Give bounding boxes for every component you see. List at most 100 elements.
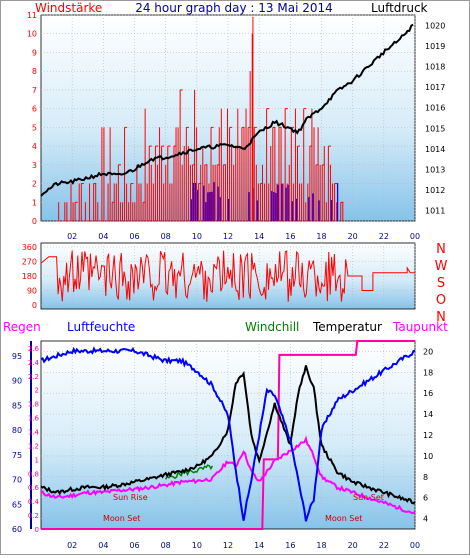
temperature-tick-label: 16: [423, 389, 433, 398]
x-tick-label: 18: [316, 232, 326, 241]
pressure-tick-label: 1017: [425, 83, 445, 92]
pressure-tick-label: 1019: [425, 42, 445, 51]
wind-tick-label: 3: [32, 161, 37, 170]
direction-tick-label: 180: [22, 272, 37, 281]
x-tick-label: 22: [379, 541, 389, 550]
windchill-label: Windchill: [245, 320, 299, 334]
astronomy-annotations: Sun Rise Sun Set Moon Set Moon Set: [103, 493, 384, 523]
x-tick-label: 00: [410, 541, 420, 550]
x-axis-ticks-bottom: 02 04 06 08 10 12 14 16 18 20 22 00: [67, 541, 420, 550]
x-tick-label: 10: [192, 541, 202, 550]
humidity-tick-label: 60: [12, 525, 22, 534]
wind-tick-label: 10: [27, 30, 37, 39]
direction-tick-label: 0: [32, 301, 37, 310]
temperature-tick-label: 14: [423, 410, 433, 419]
rain-tick-label: 0.2: [28, 512, 39, 520]
wind-tick-label: 0: [32, 217, 37, 226]
wind-tick-label: 1: [32, 198, 37, 207]
sun-rise-left: Sun Rise: [113, 493, 148, 502]
pressure-tick-label: 1012: [425, 186, 445, 195]
pressure-line: [40, 23, 414, 197]
x-tick-label: 16: [285, 541, 295, 550]
wind-tick-label: 5: [32, 123, 37, 132]
rain-tick-label: 1.6: [28, 415, 40, 423]
x-tick-label: 20: [348, 541, 358, 550]
wind-tick-label: 8: [32, 67, 37, 76]
x-tick-label: 08: [161, 232, 171, 241]
direction-tick-label: 270: [22, 258, 37, 267]
humidity-axis-ticks: 95 90 85 80 75 70 65 60: [12, 352, 22, 534]
x-tick-label: 12: [223, 541, 233, 550]
rain-tick-label: 2.2: [28, 373, 39, 381]
compass-letter: N: [436, 242, 446, 257]
compass-letter: O: [436, 293, 446, 308]
wind-tick-label: 11: [27, 11, 37, 20]
humidity-tick-label: 70: [12, 476, 22, 485]
rain-tick-label: 1.2: [28, 442, 39, 450]
pressure-tick-label: 1011: [425, 207, 445, 216]
wind-tick-label: 6: [32, 105, 37, 114]
rain-tick-label: 0.6: [28, 484, 40, 492]
rain-tick-label: 1: [35, 456, 39, 464]
compass-letter: N: [436, 310, 446, 325]
humidity-label: Luftfeuchte: [67, 320, 135, 334]
humidity-tick-label: 90: [12, 377, 22, 386]
temperature-tick-label: 8: [423, 473, 428, 482]
temperature-axis-ticks: 20 18 16 14 12 10 8 6 4: [423, 347, 433, 523]
x-tick-label: 02: [67, 232, 77, 241]
temperature-tick-label: 10: [423, 452, 433, 461]
compass-letter: W: [435, 259, 448, 274]
pressure-tick-label: 1013: [425, 166, 445, 175]
chart-title: 24 hour graph day : 13 Mai 2014: [135, 1, 333, 15]
humidity-tick-label: 65: [12, 500, 22, 509]
temperature-line: [40, 365, 416, 505]
x-tick-label: 04: [98, 541, 108, 550]
direction-line: [40, 250, 415, 302]
pressure-tick-label: 1018: [425, 63, 445, 72]
rain-tick-label: 1.8: [28, 401, 39, 409]
x-tick-label: 22: [379, 232, 389, 241]
wind-tick-label: 7: [32, 86, 37, 95]
pressure-tick-label: 1014: [425, 145, 445, 154]
rain-tick-label: 2: [35, 387, 39, 395]
temperature-tick-label: 20: [423, 347, 433, 356]
x-tick-label: 14: [254, 232, 264, 241]
wind-tick-label: 4: [32, 142, 37, 151]
compass-letter: S: [437, 276, 445, 291]
pressure-series: [40, 23, 414, 197]
direction-tick-label: 360: [22, 243, 37, 252]
pressure-tick-label: 1016: [425, 104, 445, 113]
pressure-axis-ticks: 1020 1019 1018 1017 1016 1015 1014 1013 1012 1011: [425, 21, 445, 215]
x-tick-label: 14: [254, 541, 264, 550]
direction-tick-label: 90: [27, 287, 37, 296]
x-tick-label: 12: [223, 232, 233, 241]
rain-tick-label: 2.4: [28, 359, 40, 367]
rain-tick-label: 1.4: [28, 429, 40, 437]
humidity-tick-label: 80: [12, 426, 22, 435]
x-tick-label: 18: [316, 541, 326, 550]
dewpoint-line: [40, 435, 416, 515]
temperature-tick-label: 6: [423, 494, 428, 503]
rain-label: Regen: [3, 320, 41, 334]
x-tick-label: 08: [161, 541, 171, 550]
rain-tick-label: 0.8: [28, 470, 39, 478]
temperature-tick-label: 12: [423, 431, 433, 440]
pressure-axis-label: Luftdruck: [371, 1, 428, 15]
x-tick-label: 04: [98, 232, 108, 241]
temperature-label: Temperatur: [312, 320, 382, 334]
temperature-tick-label: 18: [423, 368, 433, 377]
rain-tick-label: 2.6: [28, 345, 40, 353]
wind-axis-label: Windstärke: [35, 1, 102, 15]
humidity-tick-label: 85: [12, 401, 22, 410]
rain-tick-label: 0.4: [28, 498, 40, 506]
rain-axis-ticks: 2.6 2.4 2.2 2 1.8 1.6 1.4 1.2 1 0.8 0.6 0.4 0.2 0: [28, 345, 40, 534]
x-tick-label: 06: [129, 541, 139, 550]
x-tick-label: 16: [285, 232, 295, 241]
dewpoint-label: Taupunkt: [392, 320, 448, 334]
wind-tick-label: 2: [32, 180, 37, 189]
wind-tick-label: 9: [32, 48, 37, 57]
x-tick-label: 02: [67, 541, 77, 550]
moon-set-left: Moon Set: [103, 514, 140, 523]
